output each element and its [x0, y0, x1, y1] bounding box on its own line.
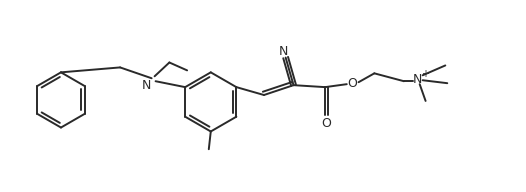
Text: O: O: [321, 117, 331, 130]
Text: N: N: [142, 79, 151, 92]
Text: N: N: [413, 73, 422, 86]
Text: O: O: [348, 77, 358, 90]
Text: N: N: [279, 45, 288, 58]
Text: +: +: [421, 69, 429, 79]
